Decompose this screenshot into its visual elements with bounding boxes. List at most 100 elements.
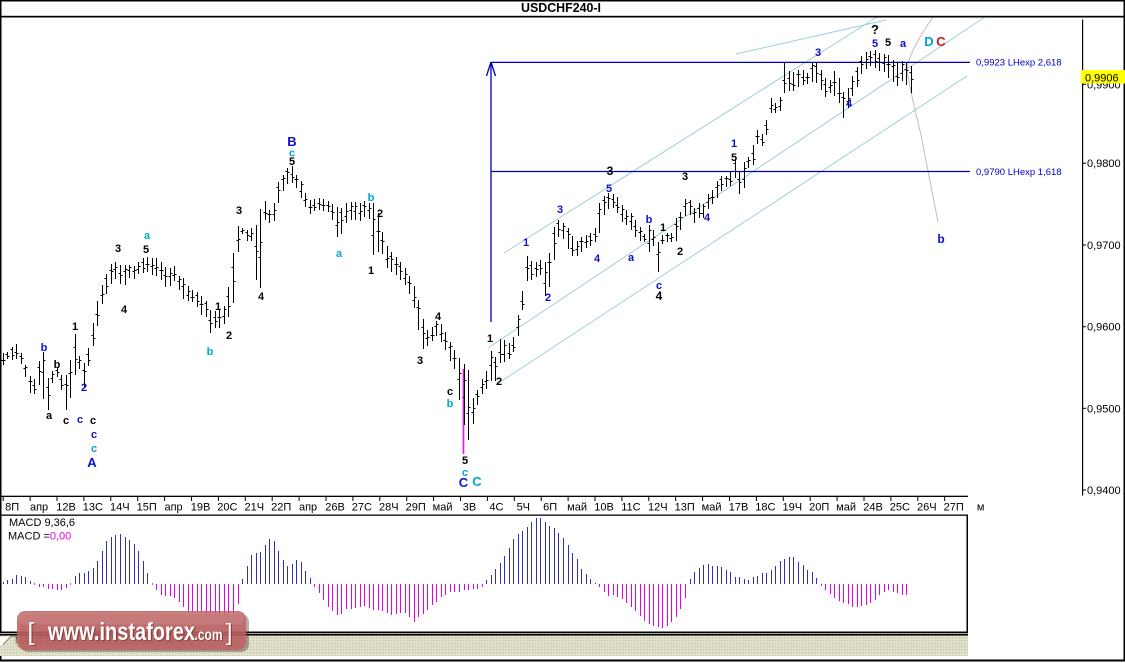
svg-text:c: c: [91, 443, 97, 455]
svg-text:май: май: [836, 502, 856, 514]
svg-text:май: май: [567, 502, 587, 514]
svg-text:4С: 4С: [489, 502, 503, 514]
svg-text:5: 5: [885, 37, 891, 49]
svg-text:?: ?: [871, 22, 879, 37]
svg-text:]: ]: [226, 619, 232, 645]
svg-text:19Ч: 19Ч: [783, 502, 803, 514]
svg-text:0,9790 LHexp 1,618: 0,9790 LHexp 1,618: [976, 167, 1062, 178]
svg-text:b: b: [41, 342, 48, 354]
svg-text:5: 5: [606, 183, 612, 195]
svg-text:b: b: [368, 192, 375, 204]
svg-text:.com: .com: [195, 627, 223, 644]
svg-text:b: b: [447, 398, 454, 410]
svg-text:2: 2: [496, 376, 502, 388]
svg-text:28Ч: 28Ч: [379, 502, 399, 514]
svg-text:5: 5: [462, 455, 468, 467]
svg-text:26Ч: 26Ч: [917, 502, 937, 514]
svg-text:4: 4: [704, 212, 711, 224]
svg-text:4: 4: [656, 289, 663, 303]
svg-text:апр: апр: [164, 502, 182, 514]
svg-text:20П: 20П: [809, 502, 829, 514]
svg-text:C: C: [459, 475, 469, 490]
svg-text:13С: 13С: [83, 502, 103, 514]
svg-text:c: c: [63, 415, 69, 427]
svg-text:1: 1: [731, 138, 737, 150]
svg-text:1: 1: [487, 333, 493, 345]
svg-text:A: A: [87, 455, 97, 470]
svg-text:3: 3: [115, 243, 121, 255]
svg-text:a: a: [336, 248, 343, 260]
svg-text:май: май: [702, 502, 722, 514]
svg-text:2: 2: [226, 330, 232, 342]
svg-text:b: b: [646, 214, 653, 226]
svg-text:c: c: [90, 415, 96, 427]
svg-text:1: 1: [368, 265, 374, 277]
svg-text:b: b: [207, 346, 214, 358]
svg-text:21Ч: 21Ч: [245, 502, 265, 514]
svg-text:3: 3: [417, 355, 423, 367]
svg-text:12Ч: 12Ч: [648, 502, 668, 514]
svg-text:15П: 15П: [137, 502, 157, 514]
svg-text:0,9923 LHexp 2,618: 0,9923 LHexp 2,618: [976, 58, 1062, 69]
svg-text:апр: апр: [30, 502, 48, 514]
svg-text:май: май: [433, 502, 453, 514]
svg-text:0,9600: 0,9600: [1087, 322, 1121, 334]
svg-text:22П: 22П: [271, 502, 291, 514]
svg-text:11С: 11С: [621, 502, 640, 514]
svg-text:c: c: [289, 148, 295, 160]
svg-text:3: 3: [607, 164, 614, 178]
svg-text:м: м: [977, 502, 985, 514]
svg-text:[: [: [29, 619, 36, 647]
svg-text:8П: 8П: [5, 502, 19, 514]
svg-text:29П: 29П: [406, 502, 426, 514]
svg-text:2: 2: [377, 208, 383, 220]
svg-text:5: 5: [143, 244, 149, 256]
svg-text:3: 3: [557, 204, 563, 216]
svg-text:a: a: [900, 38, 907, 50]
svg-text:1: 1: [215, 301, 221, 313]
svg-text:C: C: [936, 34, 946, 49]
svg-text:0,9800: 0,9800: [1087, 158, 1121, 170]
svg-text:4: 4: [121, 304, 128, 316]
svg-text:a: a: [628, 252, 635, 264]
svg-text:3: 3: [236, 205, 242, 217]
svg-text:MACD =0,00: MACD =0,00: [8, 531, 71, 543]
svg-text:26В: 26В: [325, 502, 345, 514]
svg-text:USDCHF240-I: USDCHF240-I: [521, 1, 601, 15]
svg-text:24В: 24В: [863, 502, 883, 514]
svg-text:2: 2: [545, 292, 551, 304]
svg-text:2: 2: [677, 246, 683, 258]
svg-text:0,9500: 0,9500: [1087, 403, 1121, 415]
svg-text:3: 3: [682, 171, 688, 183]
svg-text:0,9400: 0,9400: [1087, 485, 1121, 497]
svg-text:4: 4: [594, 253, 601, 265]
svg-text:3: 3: [815, 47, 821, 59]
svg-text:b: b: [937, 232, 944, 246]
svg-text:B: B: [287, 134, 296, 149]
svg-text:6П: 6П: [543, 502, 557, 514]
svg-text:c: c: [656, 280, 662, 292]
svg-text:c: c: [462, 467, 468, 479]
svg-text:17В: 17В: [729, 502, 749, 514]
svg-text:25С: 25С: [890, 502, 910, 514]
svg-text:13П: 13П: [675, 502, 695, 514]
svg-text:10В: 10В: [594, 502, 614, 514]
svg-text:18С: 18С: [755, 502, 775, 514]
svg-text:2: 2: [81, 382, 87, 394]
svg-text:19В: 19В: [191, 502, 211, 514]
svg-text:27П: 27П: [944, 502, 964, 514]
svg-text:c: c: [447, 386, 453, 398]
svg-text:3В: 3В: [463, 502, 476, 514]
svg-text:a: a: [46, 410, 53, 422]
svg-text:4: 4: [258, 291, 265, 303]
svg-text:c: c: [77, 414, 83, 426]
svg-text:5: 5: [289, 156, 295, 168]
svg-text:1: 1: [523, 237, 529, 249]
svg-text:]: ]: [227, 620, 233, 646]
svg-text:4: 4: [435, 311, 442, 323]
svg-text:D: D: [924, 34, 933, 49]
svg-text:1: 1: [660, 222, 666, 234]
svg-text:5Ч: 5Ч: [517, 502, 530, 514]
svg-text:www.instaforex: www.instaforex: [47, 618, 195, 646]
svg-text:a: a: [144, 230, 151, 242]
